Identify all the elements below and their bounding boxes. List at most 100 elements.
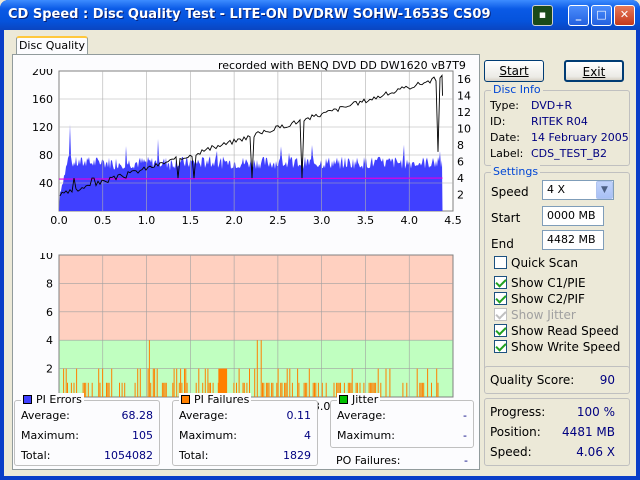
option-label: Show Read Speed [511, 324, 619, 338]
start-label: Start [499, 64, 529, 78]
pi-errors-chart: 40 80 120 160 200 2 4 6 8 10 12 14 16 0.0 0.5 1.0 1.5 2.0… [32, 69, 471, 227]
y-tick: 8 [46, 277, 53, 290]
checkbox-icon[interactable] [494, 340, 507, 353]
po-failures-value: - [464, 454, 468, 467]
read-speed-line [59, 74, 443, 197]
jitter-title: Jitter [352, 393, 379, 406]
pi-failures-chart: 2468100.00.51.01.52.02.53.03.54.04.5 [39, 253, 462, 413]
y-tick-right: 16 [457, 73, 471, 86]
checkbox-icon[interactable] [494, 256, 507, 269]
exit-label: Exit [582, 65, 606, 79]
pi-failures-title: PI Failures [194, 393, 250, 406]
jitter-stats: Jitter Average: - Maximum: - [330, 393, 474, 448]
y-tick-left: 120 [32, 121, 53, 134]
write-speed-line [58, 177, 443, 180]
pie-total-label: Total: [21, 449, 51, 462]
y-tick-right: 6 [457, 156, 464, 169]
settings-group: Settings Speed Start End [484, 165, 630, 386]
option-label: Show Write Speed [511, 340, 621, 354]
chevron-down-icon[interactable]: ▼ [596, 181, 613, 199]
pie-maximum-value: 105 [132, 429, 153, 442]
label-value: CDS_TEST_B2 [531, 147, 608, 160]
checkbox-icon[interactable] [494, 308, 507, 321]
y-tick-left: 200 [32, 69, 53, 78]
x-tick: 4.0 [400, 214, 418, 227]
start-button[interactable]: Start [484, 60, 544, 82]
minimize-button[interactable]: _ [568, 5, 589, 26]
pif-total-value: 1829 [283, 449, 311, 462]
recorded-with-text: recorded with BENQ DVD DD DW1620 vB7T9 [218, 59, 466, 72]
id-label: ID: [490, 115, 506, 128]
pif-total-label: Total: [179, 449, 209, 462]
option-label: Show C2/PIF [511, 292, 585, 306]
y-tick-left: 80 [39, 149, 53, 162]
type-label: Type: [490, 99, 519, 112]
option-label: Show Jitter [511, 308, 576, 322]
checkbox-icon[interactable] [494, 276, 507, 289]
pif-bar [218, 368, 228, 397]
y-tick-right: 10 [457, 123, 471, 136]
pif-maximum-label: Maximum: [179, 429, 237, 442]
pi-errors-title: PI Errors [36, 393, 82, 406]
end-label: End [491, 237, 514, 251]
disc-info-group: Disc Info Type: DVD+R ID: RITEK R04 Date… [484, 83, 630, 166]
option-show-c2-pif[interactable]: Show C2/PIF [494, 292, 585, 306]
y-tick-right: 2 [457, 189, 464, 202]
exit-button[interactable]: Exit [564, 60, 624, 82]
jitter-average-label: Average: [337, 409, 386, 422]
pie-average-label: Average: [21, 409, 70, 422]
speed-label-progress: Speed: [490, 445, 532, 459]
progress-value: 100 % [576, 405, 615, 419]
quality-score-value: 90 [599, 373, 615, 387]
settings-title: Settings [491, 165, 541, 178]
y-tick: 4 [46, 334, 53, 347]
y-tick-right: 14 [457, 90, 471, 103]
pif-average-label: Average: [179, 409, 228, 422]
jitter-maximum-value: - [463, 429, 467, 442]
x-tick: 4.5 [444, 214, 462, 227]
end-field[interactable]: 4482 MB [542, 230, 604, 250]
option-quick-scan[interactable]: Quick Scan [494, 256, 578, 270]
pie-total-value: 1054082 [104, 449, 153, 462]
pi-errors-stats: PI Errors Average: 68.28 Maximum: 105 To… [14, 393, 160, 466]
start-field[interactable]: 0000 MB [542, 206, 604, 226]
x-tick: 1.5 [182, 214, 200, 227]
start-label: Start [491, 211, 521, 225]
start-value: 0000 MB [547, 209, 596, 222]
position-label: Position: [490, 425, 541, 439]
date-value: 14 February 2005 [531, 131, 629, 144]
y-tick-left: 40 [39, 177, 53, 190]
app-icon[interactable]: ▪ [532, 5, 553, 26]
y-tick: 2 [46, 363, 53, 376]
pi-failures-swatch [181, 395, 190, 404]
option-show-write-speed[interactable]: Show Write Speed [494, 340, 620, 354]
y-tick-right: 8 [457, 139, 464, 152]
speed-label: Speed [491, 185, 529, 199]
maximize-button[interactable]: □ [591, 5, 612, 26]
checkbox-icon[interactable] [494, 292, 507, 305]
speed-value-progress: 4.06 X [576, 445, 615, 459]
pif-plot-area [58, 254, 454, 398]
option-label: Show C1/PIE [511, 276, 586, 290]
pie-maximum-label: Maximum: [21, 429, 79, 442]
tab-disc-quality[interactable]: Disc Quality [16, 36, 88, 56]
close-button[interactable]: ✕ [614, 5, 635, 26]
progress-box: Progress: 100 % Position: 4481 MB Speed:… [484, 398, 630, 466]
quality-score-box: Quality Score: 90 [484, 366, 630, 394]
option-show-read-speed[interactable]: Show Read Speed [494, 324, 619, 338]
option-show-c1-pie[interactable]: Show C1/PIE [494, 276, 586, 290]
checkbox-icon[interactable] [494, 324, 507, 337]
pi-failures-stats: PI Failures Average: 0.11 Maximum: 4 Tot… [172, 393, 318, 466]
speed-value: 4 X [547, 183, 566, 196]
y-tick-left: 160 [32, 93, 53, 106]
x-tick: 0.0 [50, 214, 68, 227]
jitter-maximum-label: Maximum: [337, 429, 395, 442]
jitter-swatch [339, 395, 348, 404]
id-value: RITEK R04 [531, 115, 588, 128]
window-title: CD Speed : Disc Quality Test - LITE-ON D… [8, 7, 491, 22]
label-label: Label: [490, 147, 524, 160]
quality-score-label: Quality Score: [490, 373, 575, 387]
option-show-jitter: Show Jitter [494, 308, 576, 322]
x-tick: 0.5 [94, 214, 112, 227]
